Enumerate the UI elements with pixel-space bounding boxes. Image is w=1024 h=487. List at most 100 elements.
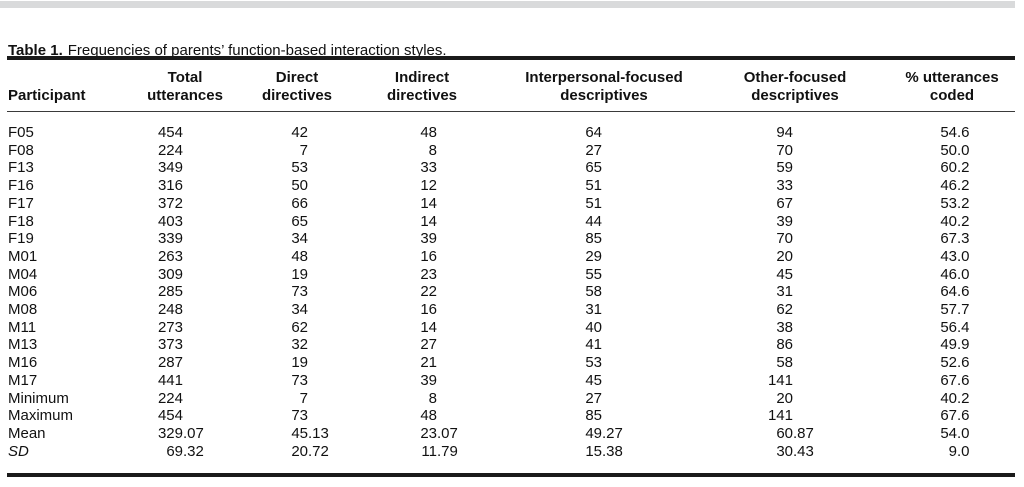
cell-value: 15.38 — [585, 442, 623, 460]
cell-value: 273 — [157, 318, 183, 336]
cell-value: 21 — [420, 354, 437, 372]
cell-value: 51 — [585, 177, 602, 195]
cell-value: 45 — [776, 265, 793, 283]
row-label: Mean — [8, 424, 46, 442]
column-header-line: Other-focused — [743, 69, 847, 86]
cell-value: 64 — [585, 124, 602, 141]
cell-value: 45.13 — [291, 424, 329, 442]
cell-value: 19 — [291, 265, 308, 283]
column-header-line: Direct — [275, 69, 319, 86]
row-label: M11 — [8, 318, 37, 336]
table-caption-text: Frequencies of parents’ function-based i… — [67, 42, 447, 59]
cell-value: 141 — [767, 407, 793, 425]
cell-value: 49.9 — [940, 336, 970, 354]
cell-value: 58 — [776, 354, 793, 372]
cell-value: 285 — [157, 283, 183, 301]
cell-value: 224 — [157, 141, 183, 159]
row-label: F17 — [8, 194, 34, 212]
row-label: M04 — [8, 265, 38, 283]
table-caption-number: Table 1. — [8, 42, 63, 59]
column-header-indirect-directives: Indirect directives — [353, 58, 491, 112]
table-body: F05 454 42 48 64 94 54.6 F08 224 7 8 27 70 50.0 F13 349… — [7, 112, 1015, 476]
column-header-line: utterances — [147, 86, 223, 104]
table-row: M11 273 62 14 40 38 56.4 — [7, 319, 1015, 337]
cell-value: 41 — [585, 336, 602, 354]
column-header-interpersonal-focused-descriptives: Interpersonal-focused descriptives — [491, 58, 717, 112]
cell-value: 339 — [157, 230, 183, 248]
row-label: F18 — [8, 212, 34, 230]
cell-value: 248 — [157, 301, 183, 319]
cell-value: 29 — [585, 247, 602, 265]
row-label: F19 — [8, 230, 34, 248]
row-label: SD — [8, 442, 29, 460]
column-header-line: coded — [929, 86, 975, 104]
table-caption: Table 1. Frequencies of parents’ function… — [8, 41, 447, 60]
table-row: Minimum 224 7 8 27 20 40.2 — [7, 390, 1015, 408]
cell-value: 48 — [420, 407, 437, 425]
row-label: M08 — [8, 301, 38, 319]
table-row: M01 263 48 16 29 20 43.0 — [7, 248, 1015, 266]
cell-value: 373 — [157, 336, 183, 354]
cell-value: 46.2 — [940, 177, 970, 195]
cell-value: 85 — [585, 407, 602, 425]
cell-value: 454 — [157, 407, 183, 425]
cell-value: 43.0 — [940, 247, 970, 265]
table-row: F16 316 50 12 51 33 46.2 — [7, 177, 1015, 195]
table-row: SD 69.32 20.72 11.79 15.38 30.43 9.0 — [7, 443, 1015, 476]
cell-value: 454 — [157, 124, 183, 141]
cell-value: 62 — [291, 318, 308, 336]
table-row: M13 373 32 27 41 86 49.9 — [7, 336, 1015, 354]
cell-value: 53 — [585, 354, 602, 372]
cell-value: 64.6 — [940, 283, 970, 301]
cell-value: 16 — [420, 301, 437, 319]
cell-value: 14 — [420, 194, 437, 212]
table-row: F13 349 53 33 65 59 60.2 — [7, 159, 1015, 177]
column-header-line: Participant — [8, 86, 86, 104]
cell-value: 27 — [420, 336, 437, 354]
row-label: F05 — [8, 124, 34, 141]
cell-value: 46.0 — [940, 265, 970, 283]
cell-value: 403 — [157, 212, 183, 230]
table-row: F18 403 65 14 44 39 40.2 — [7, 213, 1015, 231]
cell-value: 19 — [291, 354, 308, 372]
cell-value: 27 — [585, 141, 602, 159]
cell-value: 42 — [291, 124, 308, 141]
column-header-line: Interpersonal-focused — [525, 69, 683, 86]
table-row: F19 339 34 39 85 70 67.3 — [7, 230, 1015, 248]
cell-value: 94 — [776, 124, 793, 141]
cell-value: 31 — [776, 283, 793, 301]
cell-value: 40.2 — [940, 389, 970, 407]
column-header-total-utterances: Total utterances — [129, 58, 241, 112]
column-header-line: directives — [386, 86, 458, 104]
cell-value: 62 — [776, 301, 793, 319]
cell-value: 40 — [585, 318, 602, 336]
row-label: M13 — [8, 336, 38, 354]
cell-value: 38 — [776, 318, 793, 336]
cell-value: 34 — [291, 230, 308, 248]
cell-value: 67 — [776, 194, 793, 212]
table-row: F17 372 66 14 51 67 53.2 — [7, 195, 1015, 213]
cell-value: 39 — [776, 212, 793, 230]
cell-value: 14 — [420, 212, 437, 230]
header-row: Participant Total utterances Direct directiv… — [7, 58, 1015, 112]
cell-value: 16 — [420, 247, 437, 265]
cell-value: 20 — [776, 247, 793, 265]
cell-value: 48 — [420, 124, 437, 141]
column-header-participant: Participant — [7, 58, 129, 112]
cell-value: 20.72 — [291, 442, 329, 460]
cell-value: 60.2 — [940, 159, 970, 177]
cell-value: 67.3 — [940, 230, 970, 248]
cell-value: 8 — [428, 141, 437, 159]
table-row: F05 454 42 48 64 94 54.6 — [7, 112, 1015, 142]
table-row: Mean 329.07 45.13 23.07 49.27 60.87 54.0 — [7, 425, 1015, 443]
cell-value: 39 — [420, 230, 437, 248]
cell-value: 44 — [585, 212, 602, 230]
row-label: M01 — [8, 247, 38, 265]
cell-value: 73 — [291, 371, 308, 389]
cell-value: 263 — [157, 247, 183, 265]
table-row: M08 248 34 16 31 62 57.7 — [7, 301, 1015, 319]
table-row: M04 309 19 23 55 45 46.0 — [7, 266, 1015, 284]
cell-value: 66 — [291, 194, 308, 212]
row-label: F13 — [8, 159, 34, 177]
row-label: M17 — [8, 371, 38, 389]
